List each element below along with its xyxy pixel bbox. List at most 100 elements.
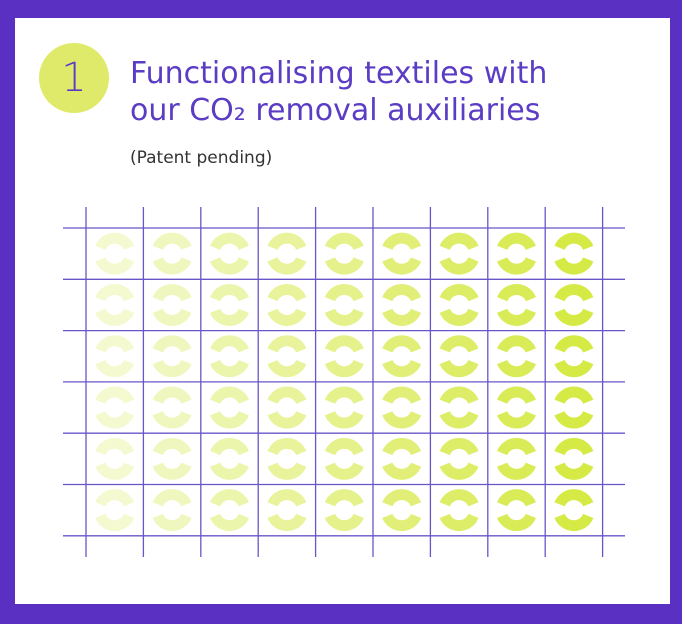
ring-icon (152, 386, 192, 429)
ring-arc (95, 359, 135, 378)
ring-arc (210, 359, 249, 378)
ring-arc (382, 410, 422, 429)
ring-arc (152, 256, 192, 275)
ring-icon (554, 386, 594, 429)
ring-icon (267, 489, 307, 532)
ring-arc (439, 308, 479, 326)
ring-icon (497, 232, 536, 275)
ring-arc (439, 335, 479, 353)
ring-arc (554, 283, 594, 302)
ring-icon (95, 335, 135, 378)
grid (63, 207, 625, 557)
ring-arc (497, 437, 536, 456)
ring-arc (95, 410, 135, 429)
ring-arc (497, 232, 536, 251)
ring-icon (267, 335, 307, 378)
ring-icon (324, 335, 364, 378)
ring-arc (439, 256, 479, 275)
ring-arc (554, 256, 594, 275)
ring-arc (95, 437, 135, 456)
ring-arc (554, 232, 594, 251)
ring-arc (267, 437, 307, 456)
ring-arc (267, 410, 307, 429)
ring-arc (95, 256, 135, 275)
ring-arc (324, 437, 364, 456)
ring-arc (210, 410, 249, 429)
ring-arc (152, 232, 192, 251)
ring-arc (210, 308, 249, 326)
ring-arc (267, 256, 307, 275)
title-line: our CO₂ removal auxiliaries (130, 93, 540, 128)
ring-icon (324, 283, 364, 326)
ring-arc (267, 462, 307, 480)
ring-arc (497, 308, 536, 326)
ring-icon (210, 283, 249, 326)
ring-arc (324, 256, 364, 275)
ring-icon (95, 489, 135, 532)
ring-arc (152, 437, 192, 456)
ring-arc (554, 335, 594, 353)
ring-arc (210, 462, 249, 480)
ring-field (95, 232, 594, 532)
ring-arc (152, 462, 192, 480)
ring-arc (95, 513, 135, 532)
ring-icon (554, 283, 594, 326)
ring-arc (210, 437, 249, 456)
ring-arc (267, 386, 307, 405)
ring-arc (152, 410, 192, 429)
ring-icon (554, 437, 594, 480)
ring-icon (497, 283, 536, 326)
ring-icon (439, 232, 479, 275)
ring-icon (382, 335, 422, 378)
title-line: Functionalising textiles with (130, 56, 547, 91)
ring-arc (382, 283, 422, 302)
ring-icon (382, 283, 422, 326)
ring-arc (439, 232, 479, 251)
ring-arc (382, 256, 422, 275)
ring-arc (439, 513, 479, 532)
ring-arc (324, 489, 364, 507)
ring-icon (267, 283, 307, 326)
ring-arc (497, 386, 536, 405)
ring-arc (324, 462, 364, 480)
ring-arc (324, 283, 364, 302)
ring-arc (267, 335, 307, 353)
ring-arc (267, 283, 307, 302)
ring-icon (152, 437, 192, 480)
ring-arc (152, 489, 192, 507)
ring-icon (497, 335, 536, 378)
ring-arc (382, 335, 422, 353)
ring-arc (439, 359, 479, 378)
ring-arc (152, 386, 192, 405)
ring-arc (267, 232, 307, 251)
ring-arc (210, 232, 249, 251)
ring-arc (267, 308, 307, 326)
ring-icon (152, 335, 192, 378)
ring-arc (95, 232, 135, 251)
ring-arc (439, 410, 479, 429)
ring-icon (382, 489, 422, 532)
ring-arc (439, 437, 479, 456)
ring-arc (554, 386, 594, 405)
ring-arc (210, 256, 249, 275)
ring-arc (210, 335, 249, 353)
ring-arc (382, 513, 422, 532)
ring-arc (324, 359, 364, 378)
ring-icon (267, 386, 307, 429)
ring-arc (324, 335, 364, 353)
ring-arc (554, 410, 594, 429)
ring-arc (152, 335, 192, 353)
ring-arc (382, 386, 422, 405)
ring-arc (497, 283, 536, 302)
ring-icon (324, 386, 364, 429)
ring-icon (210, 386, 249, 429)
ring-icon (554, 489, 594, 532)
ring-arc (497, 256, 536, 275)
ring-icon (382, 437, 422, 480)
ring-icon (152, 232, 192, 275)
ring-arc (497, 513, 536, 532)
ring-arc (210, 283, 249, 302)
ring-arc (382, 489, 422, 507)
subtitle: (Patent pending) (130, 148, 272, 168)
